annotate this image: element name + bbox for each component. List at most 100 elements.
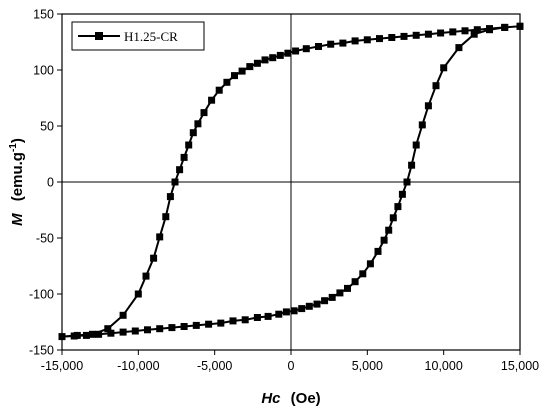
- data-point-marker: [205, 320, 213, 328]
- y-axis-unit-superscript: -1: [8, 143, 19, 152]
- data-point-marker: [104, 325, 112, 333]
- x-tick-label: 0: [288, 359, 295, 373]
- data-point-marker: [253, 59, 261, 67]
- data-point-marker: [261, 56, 269, 64]
- y-axis-ticks: -150 -100 -50 0 50 100 150: [29, 8, 62, 358]
- legend-marker: [95, 32, 103, 40]
- data-point-marker: [385, 226, 393, 234]
- data-point-marker: [388, 34, 396, 41]
- data-point-marker: [200, 109, 208, 117]
- data-point-marker: [189, 129, 197, 137]
- data-point-marker: [131, 327, 139, 335]
- data-point-marker: [223, 78, 231, 86]
- x-axis-symbol: Hc: [261, 390, 281, 407]
- data-point-marker: [166, 193, 174, 201]
- data-point-marker: [192, 321, 200, 329]
- data-point-marker: [403, 178, 411, 186]
- data-point-marker: [412, 141, 420, 149]
- data-point-marker: [58, 333, 66, 341]
- x-tick-label: 15,000: [501, 359, 539, 373]
- data-point-marker: [217, 319, 225, 327]
- data-point-marker: [82, 331, 90, 339]
- data-point-marker: [231, 72, 238, 80]
- data-point-marker: [156, 325, 164, 333]
- data-point-marker: [313, 300, 321, 308]
- data-point-marker: [284, 49, 292, 57]
- data-point-marker: [264, 312, 272, 320]
- data-point-marker: [241, 316, 249, 324]
- data-point-marker: [180, 323, 188, 330]
- data-point-marker: [142, 272, 150, 280]
- data-point-marker: [253, 314, 261, 321]
- data-point-marker: [176, 166, 184, 174]
- data-point-marker: [150, 254, 158, 262]
- y-tick-label: 0: [47, 176, 54, 190]
- data-point-marker: [412, 31, 420, 39]
- data-point-marker: [73, 331, 81, 339]
- x-tick-label: 10,000: [425, 359, 463, 373]
- data-point-marker: [470, 30, 478, 38]
- series-markers: [58, 22, 524, 341]
- x-tick-label: -15,000: [41, 359, 83, 373]
- data-point-marker: [486, 25, 493, 33]
- data-point-marker: [119, 328, 127, 336]
- data-point-marker: [516, 22, 524, 30]
- data-point-marker: [292, 47, 300, 55]
- legend-label: H1.25-CR: [124, 29, 178, 44]
- data-point-marker: [366, 260, 374, 268]
- data-point-marker: [374, 247, 382, 255]
- data-point-marker: [351, 278, 359, 286]
- data-point-marker: [328, 293, 336, 301]
- data-point-marker: [398, 190, 406, 198]
- data-point-marker: [180, 153, 188, 161]
- data-point-marker: [269, 54, 277, 62]
- data-point-marker: [215, 86, 223, 94]
- data-point-marker: [351, 37, 359, 45]
- data-point-marker: [194, 120, 202, 128]
- legend: H1.25-CR: [71, 21, 205, 51]
- data-point-marker: [400, 32, 408, 40]
- data-point-marker: [389, 214, 397, 222]
- y-tick-label: 50: [40, 120, 54, 134]
- data-point-marker: [238, 67, 246, 75]
- data-point-marker: [305, 302, 313, 310]
- data-point-marker: [298, 305, 306, 313]
- data-point-marker: [327, 40, 335, 48]
- data-point-marker: [162, 213, 170, 221]
- data-point-marker: [290, 307, 298, 315]
- data-point-marker: [461, 27, 469, 35]
- data-point-marker: [344, 284, 351, 292]
- y-axis-unit: (emu.g: [9, 152, 26, 201]
- x-tick-label: 5,000: [352, 359, 383, 373]
- data-point-marker: [171, 178, 179, 186]
- data-point-marker: [185, 141, 193, 149]
- y-axis-unit-close: ): [9, 138, 26, 143]
- data-point-marker: [424, 30, 432, 38]
- y-tick-label: -50: [36, 232, 54, 246]
- data-point-marker: [394, 203, 402, 211]
- y-tick-label: 150: [33, 8, 54, 22]
- data-point-marker: [144, 326, 151, 334]
- data-point-marker: [380, 236, 388, 244]
- data-point-marker: [339, 39, 347, 47]
- data-point-marker: [134, 290, 142, 298]
- data-point-marker: [208, 96, 216, 104]
- data-point-marker: [229, 317, 237, 325]
- data-point-marker: [424, 102, 432, 110]
- data-point-marker: [282, 308, 290, 316]
- data-point-marker: [432, 82, 440, 90]
- x-axis-ticks: -15,000 -10,000 -5,000 0 5,000 10,000 15,000: [41, 350, 539, 373]
- y-axis-symbol: M: [9, 213, 26, 226]
- data-point-marker: [418, 121, 426, 129]
- data-point-marker: [473, 26, 481, 34]
- data-point-marker: [437, 29, 445, 37]
- x-tick-label: -5,000: [197, 359, 232, 373]
- data-point-marker: [455, 44, 463, 52]
- data-point-marker: [168, 324, 176, 332]
- data-point-marker: [336, 289, 344, 297]
- data-point-marker: [119, 311, 127, 319]
- data-point-marker: [315, 43, 322, 50]
- data-point-marker: [363, 36, 371, 44]
- data-point-marker: [246, 63, 254, 71]
- data-point-marker: [321, 297, 329, 305]
